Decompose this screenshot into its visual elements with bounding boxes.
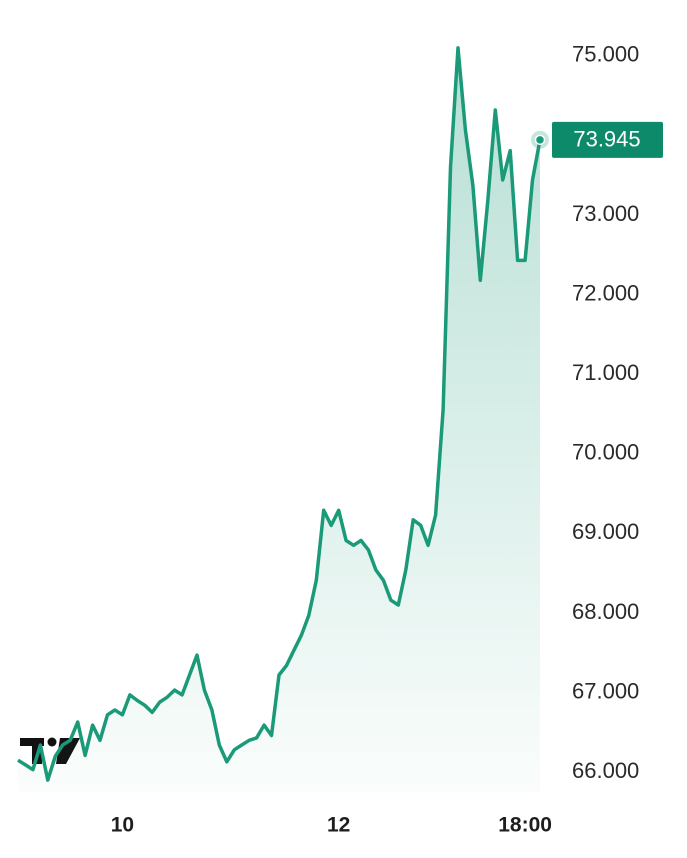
area-fill: [18, 47, 540, 792]
y-tick-label: 69.000: [572, 519, 639, 544]
line: [17, 46, 542, 782]
y-tick-label: 68.000: [572, 599, 639, 624]
last-value-label: 73.945: [573, 127, 640, 152]
y-tick-label: 72.000: [572, 280, 639, 305]
x-tick-label: 12: [327, 814, 350, 837]
y-tick-label: 73.000: [572, 201, 639, 226]
last-value-tag: [552, 121, 663, 158]
y-tick-label: 75.000: [572, 42, 639, 67]
y-tick-label: 67.000: [572, 678, 639, 703]
y-tick-label: 70.000: [572, 440, 639, 465]
x-tick-label: 18:00: [498, 814, 552, 837]
y-tick-label: 66.000: [572, 758, 639, 783]
y-tick-label: 71.000: [572, 360, 639, 385]
x-tick-label: 10: [111, 814, 134, 837]
last-point: [534, 134, 546, 146]
